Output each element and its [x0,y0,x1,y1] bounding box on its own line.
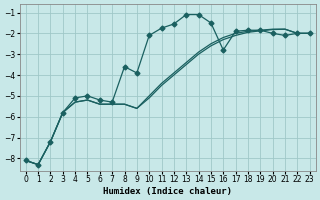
X-axis label: Humidex (Indice chaleur): Humidex (Indice chaleur) [103,187,232,196]
